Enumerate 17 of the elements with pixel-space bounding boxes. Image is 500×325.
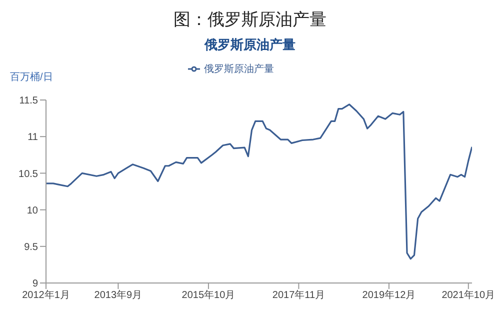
y-tick-label: 11.5 [19,96,38,107]
x-tick-label: 2017年11月 [272,289,326,302]
y-tick-label: 10 [26,205,38,216]
x-tick-label: 2019年12月 [362,289,416,302]
x-tick-label: 2013年9月 [94,289,142,302]
y-tick-label: 11 [28,132,38,144]
x-tick-label: 2021年10月 [442,289,496,302]
chart-title: 图：俄罗斯原油产量 [172,9,328,31]
legend-label: 俄罗斯原油产量 [204,64,274,75]
line-series [46,104,472,260]
y-tick-label: 9 [32,278,38,290]
x-tick-label: 2012年1月 [22,289,70,302]
y-tick-label: 9.5 [24,242,38,253]
chart-subtitle: 俄罗斯原油产量 [203,36,296,54]
y-tick-label: 10.5 [18,168,38,180]
x-tick-label: 2015年10月 [182,289,236,302]
y-axis-title: 百万桶/日 [10,70,53,84]
